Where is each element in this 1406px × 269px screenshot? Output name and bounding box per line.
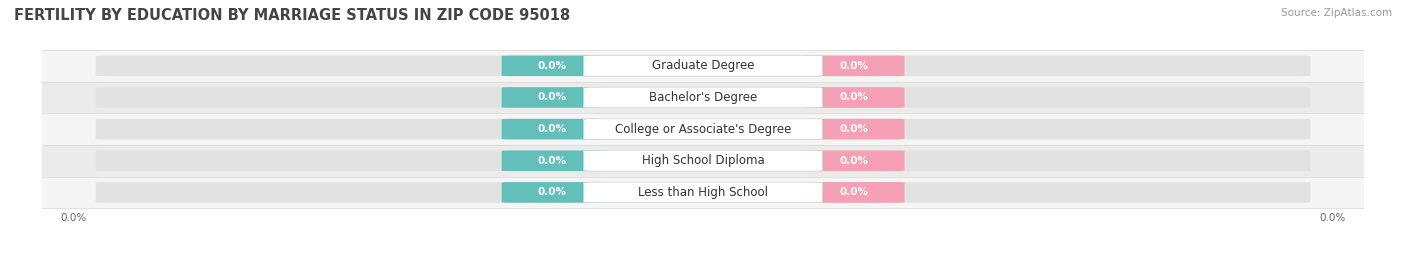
Bar xyxy=(42,82,1364,113)
FancyBboxPatch shape xyxy=(583,55,823,76)
FancyBboxPatch shape xyxy=(583,87,823,108)
Text: Less than High School: Less than High School xyxy=(638,186,768,199)
Text: Bachelor's Degree: Bachelor's Degree xyxy=(650,91,756,104)
FancyBboxPatch shape xyxy=(96,87,1310,108)
FancyBboxPatch shape xyxy=(804,119,904,139)
FancyBboxPatch shape xyxy=(804,182,904,203)
Text: 0.0%: 0.0% xyxy=(537,93,567,102)
Text: FERTILITY BY EDUCATION BY MARRIAGE STATUS IN ZIP CODE 95018: FERTILITY BY EDUCATION BY MARRIAGE STATU… xyxy=(14,8,571,23)
Text: 0.0%: 0.0% xyxy=(839,93,869,102)
FancyBboxPatch shape xyxy=(502,55,602,76)
FancyBboxPatch shape xyxy=(502,182,602,203)
Bar xyxy=(42,145,1364,176)
Bar xyxy=(42,176,1364,208)
Text: Graduate Degree: Graduate Degree xyxy=(652,59,754,72)
Text: High School Diploma: High School Diploma xyxy=(641,154,765,167)
FancyBboxPatch shape xyxy=(502,87,602,108)
FancyBboxPatch shape xyxy=(583,150,823,171)
Text: Source: ZipAtlas.com: Source: ZipAtlas.com xyxy=(1281,8,1392,18)
FancyBboxPatch shape xyxy=(804,87,904,108)
FancyBboxPatch shape xyxy=(583,119,823,139)
FancyBboxPatch shape xyxy=(96,150,1310,171)
Text: 0.0%: 0.0% xyxy=(537,61,567,71)
Text: 0.0%: 0.0% xyxy=(839,61,869,71)
Text: 0.0%: 0.0% xyxy=(839,124,869,134)
Text: 0.0%: 0.0% xyxy=(537,187,567,197)
Bar xyxy=(42,113,1364,145)
Bar xyxy=(42,50,1364,82)
Text: 0.0%: 0.0% xyxy=(537,124,567,134)
FancyBboxPatch shape xyxy=(96,55,1310,76)
Text: 0.0%: 0.0% xyxy=(537,156,567,166)
FancyBboxPatch shape xyxy=(502,119,602,139)
Text: 0.0%: 0.0% xyxy=(839,187,869,197)
FancyBboxPatch shape xyxy=(96,119,1310,139)
FancyBboxPatch shape xyxy=(96,182,1310,203)
FancyBboxPatch shape xyxy=(804,150,904,171)
Text: College or Associate's Degree: College or Associate's Degree xyxy=(614,123,792,136)
FancyBboxPatch shape xyxy=(502,150,602,171)
FancyBboxPatch shape xyxy=(804,55,904,76)
FancyBboxPatch shape xyxy=(583,182,823,203)
Text: 0.0%: 0.0% xyxy=(839,156,869,166)
